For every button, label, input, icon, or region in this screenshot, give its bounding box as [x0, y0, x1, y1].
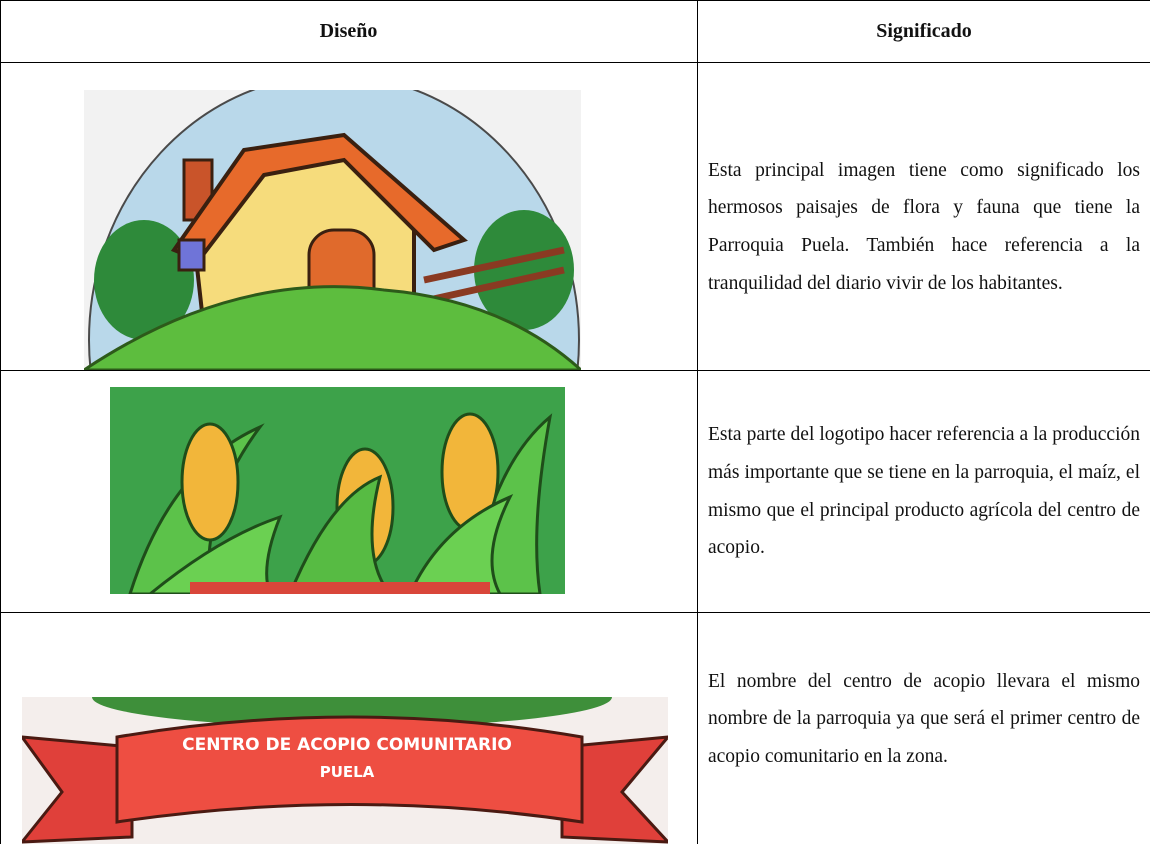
table-border [0, 0, 1, 844]
table-border [0, 612, 1150, 613]
table-border [0, 0, 1150, 1]
corn-image [110, 387, 565, 594]
meaning-text: Esta parte del logotipo hacer referencia… [708, 424, 1140, 559]
table-border [0, 370, 1150, 371]
banner-image: CENTRO DE ACOPIO COMUNITARIO PUELA [22, 697, 668, 844]
meaning-cell: Esta parte del logotipo hacer referencia… [708, 371, 1140, 612]
header-cell: Significado [876, 19, 972, 42]
table-border [697, 0, 698, 844]
banner-text: PUELA [320, 763, 375, 781]
header-cell: Diseño [319, 19, 378, 42]
table-border [0, 62, 1150, 63]
meaning-cell: El nombre del centro de acopio llevara e… [708, 613, 1140, 825]
house-image [84, 90, 581, 370]
meaning-text: Esta principal imagen tiene como signifi… [708, 159, 1140, 294]
banner-text: CENTRO DE ACOPIO COMUNITARIO [182, 735, 512, 755]
meaning-text: El nombre del centro de acopio llevara e… [708, 670, 1140, 767]
meaning-cell: Esta principal imagen tiene como signifi… [708, 70, 1140, 384]
